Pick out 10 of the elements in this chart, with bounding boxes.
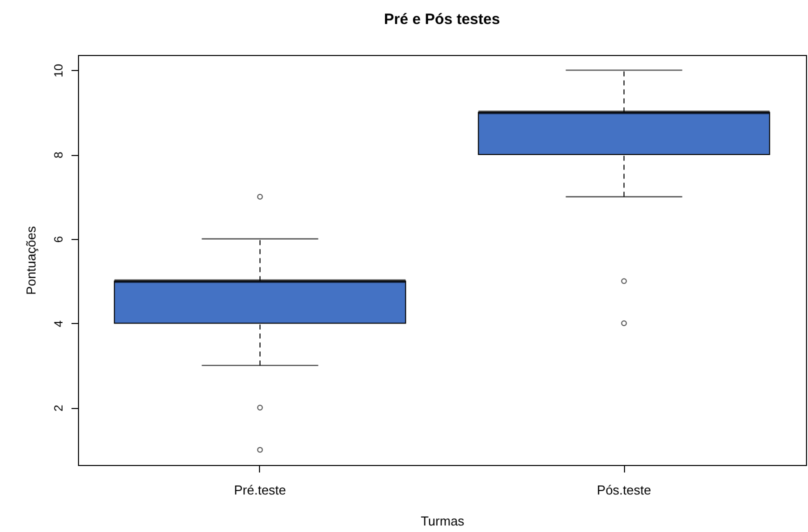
y-tick-label: 10: [52, 64, 66, 78]
y-tick-label: 2: [52, 404, 66, 412]
chart-title: Pré e Pós testes: [384, 11, 500, 28]
x-tick-label: Pós.teste: [596, 482, 652, 498]
y-tick-label: 8: [52, 151, 66, 158]
y-axis-title: Pontuações: [24, 226, 38, 295]
x-axis-title: Turmas: [420, 514, 465, 528]
y-tick-label: 4: [52, 320, 66, 328]
y-tick-label: 6: [52, 236, 66, 243]
x-tick-label: Pré.teste: [234, 482, 286, 498]
